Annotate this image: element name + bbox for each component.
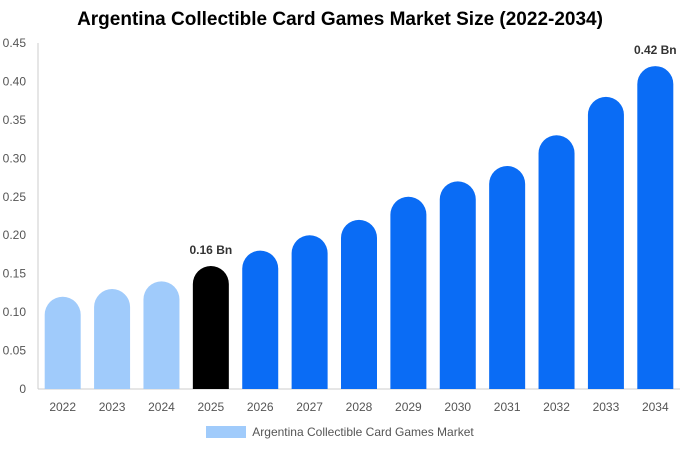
bar-2024 bbox=[143, 281, 180, 389]
bar-2029 bbox=[390, 196, 427, 389]
y-tick-label: 0.35 bbox=[3, 113, 27, 127]
x-tick-label: 2027 bbox=[296, 400, 323, 414]
bar-2033 bbox=[587, 96, 624, 390]
legend: Argentina Collectible Card Games Market bbox=[0, 425, 680, 439]
x-tick-label: 2033 bbox=[593, 400, 620, 414]
bars bbox=[44, 66, 674, 390]
bar-2032 bbox=[538, 135, 575, 389]
x-tick-label: 2024 bbox=[148, 400, 175, 414]
annotations: 0.16 Bn 0.42 Bn bbox=[190, 43, 677, 257]
bar-2023 bbox=[94, 289, 131, 389]
bar-2030 bbox=[439, 181, 476, 389]
y-tick-label: 0.20 bbox=[3, 228, 27, 242]
data-label-2025: 0.16 Bn bbox=[190, 243, 233, 257]
bar-2025 bbox=[192, 265, 229, 389]
x-tick-label: 2026 bbox=[247, 400, 274, 414]
data-label-2034: 0.42 Bn bbox=[634, 43, 677, 57]
x-tick-label: 2023 bbox=[99, 400, 126, 414]
x-tick-label: 2030 bbox=[444, 400, 471, 414]
x-tick-label: 2025 bbox=[197, 400, 224, 414]
x-tick-label: 2028 bbox=[346, 400, 373, 414]
chart-title: Argentina Collectible Card Games Market … bbox=[77, 9, 603, 30]
bar-2026 bbox=[242, 250, 279, 389]
y-axis: 0 0.05 0.10 0.15 0.20 0.25 0.30 0.35 0.40 0.45 bbox=[3, 36, 39, 396]
y-tick-label: 0 bbox=[19, 382, 26, 396]
y-tick-label: 0.10 bbox=[3, 305, 27, 319]
legend-swatch bbox=[206, 426, 247, 438]
y-tick-label: 0.45 bbox=[3, 36, 27, 50]
bar-2028 bbox=[341, 219, 377, 389]
x-tick-label: 2022 bbox=[49, 400, 76, 414]
x-tick-label: 2034 bbox=[642, 400, 669, 414]
x-tick-label: 2032 bbox=[543, 400, 570, 414]
y-tick-label: 0.40 bbox=[3, 74, 27, 88]
x-tick-label: 2031 bbox=[494, 400, 521, 414]
y-tick-label: 0.30 bbox=[3, 151, 27, 165]
y-tick-label: 0.15 bbox=[3, 267, 27, 281]
legend-label: Argentina Collectible Card Games Market bbox=[252, 425, 474, 439]
bar-2034 bbox=[637, 66, 674, 389]
bar-2027 bbox=[291, 235, 328, 389]
bar-2031 bbox=[489, 166, 526, 389]
x-axis: 2022 2023 2024 2025 2026 2027 2028 2029 2030 2031… bbox=[38, 388, 680, 414]
y-tick-label: 0.05 bbox=[3, 344, 27, 358]
y-tick-label: 0.25 bbox=[3, 190, 27, 204]
x-tick-label: 2029 bbox=[395, 400, 422, 414]
bar-2022 bbox=[44, 296, 81, 389]
